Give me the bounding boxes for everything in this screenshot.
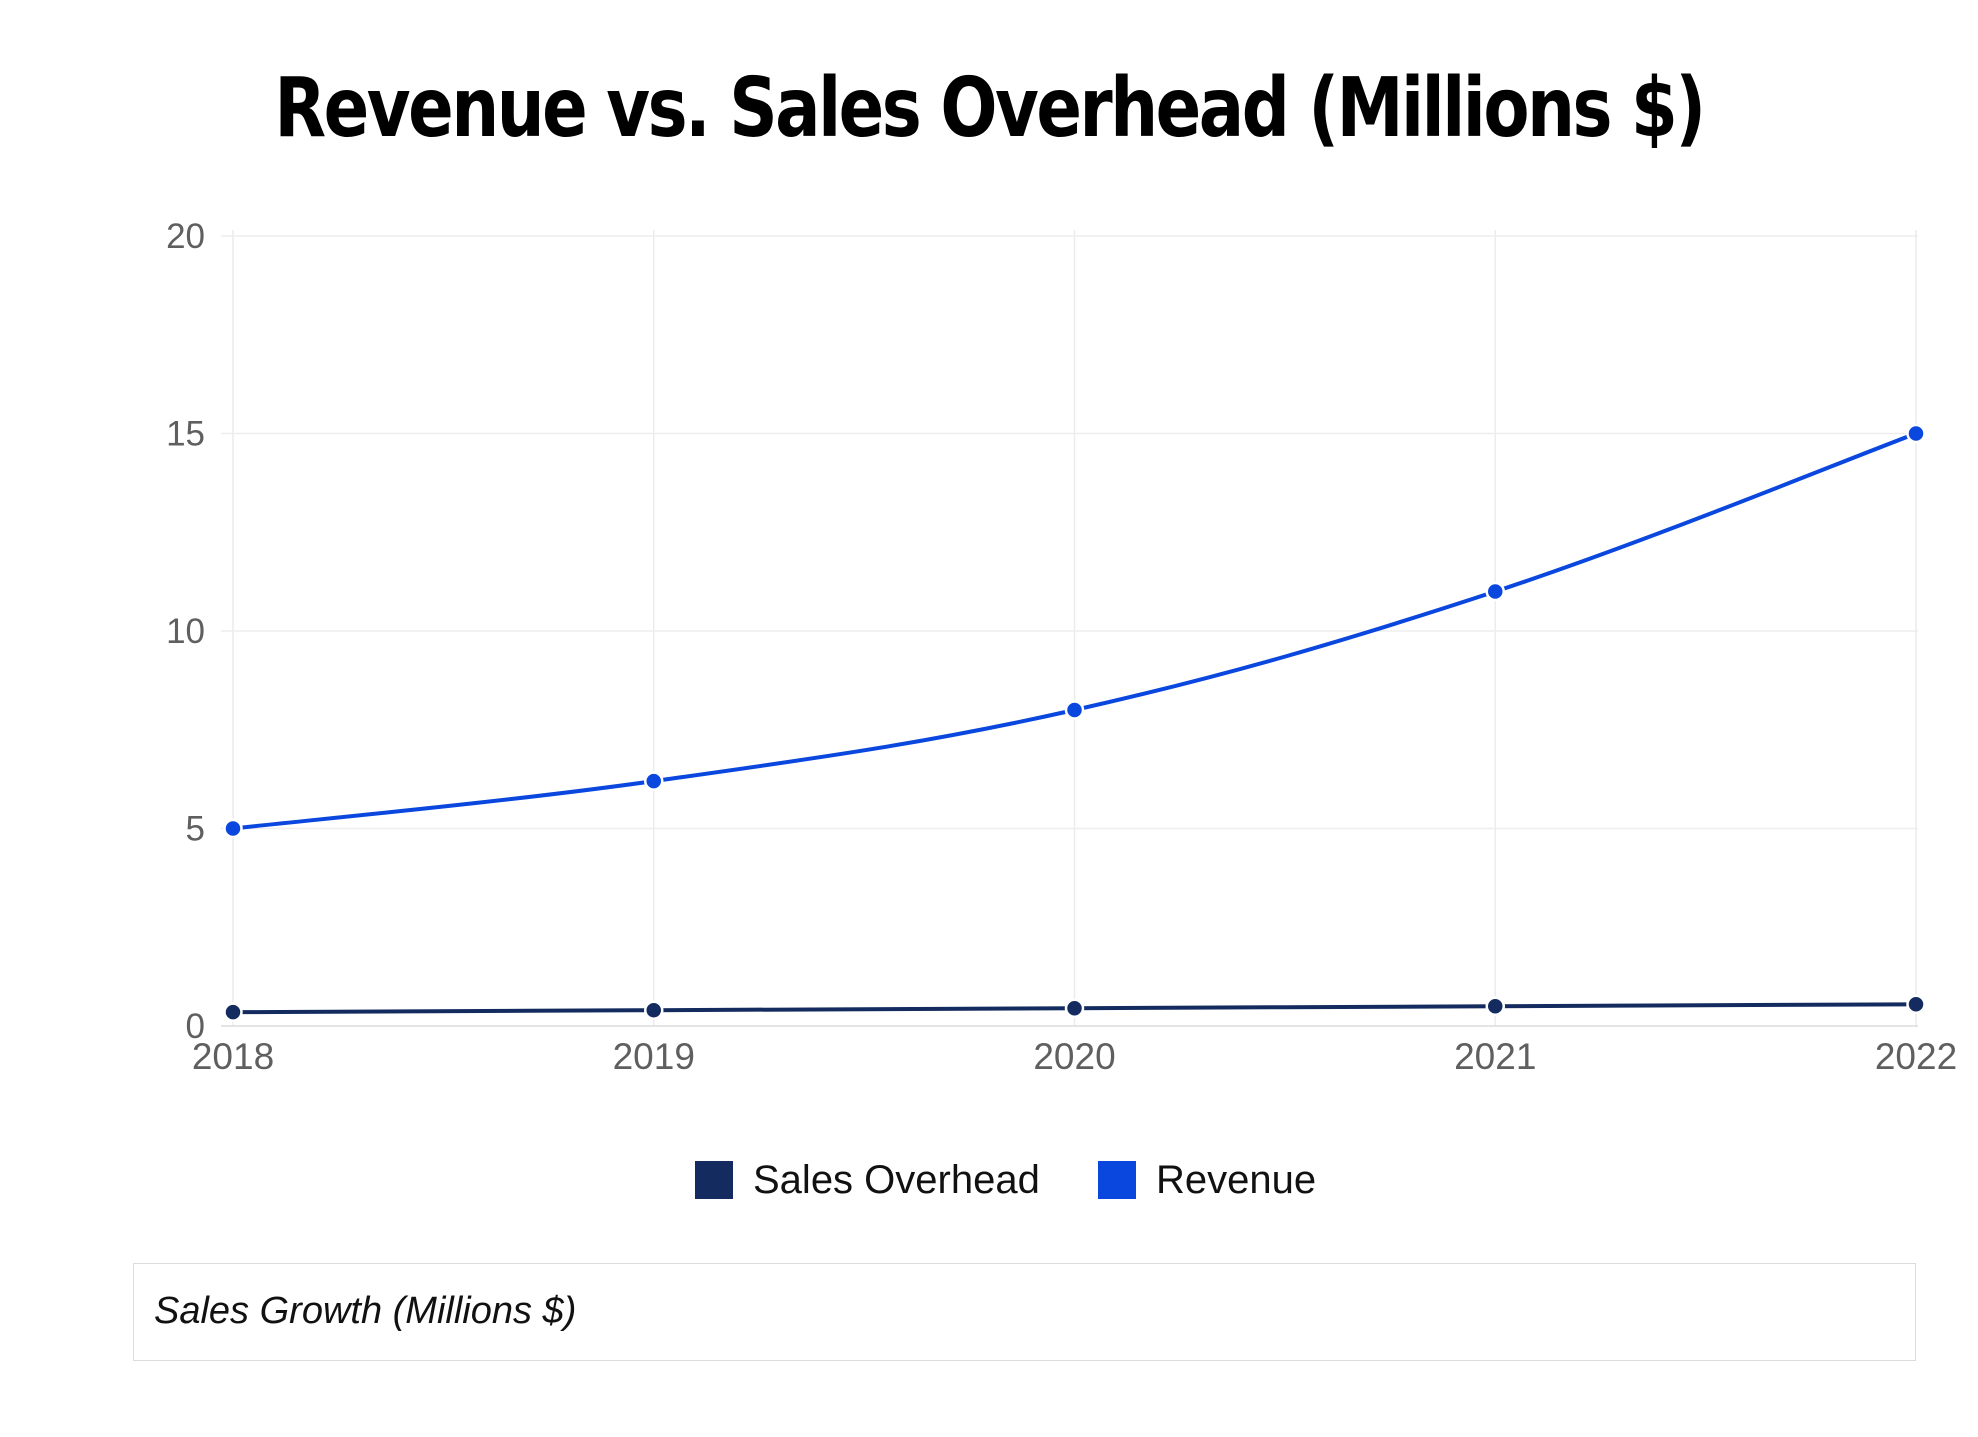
x-tick-label-2022: 2022: [1875, 1036, 1957, 1077]
data-point-revenue-2022: [1906, 423, 1926, 444]
grid-layer: [221, 230, 1918, 1027]
y-tick-label-15: 15: [166, 415, 205, 454]
y-tick-label-10: 10: [166, 612, 205, 651]
y-tick-label-20: 20: [166, 217, 205, 256]
chart-caption-box: Sales Growth (Millions $): [133, 1263, 1916, 1361]
x-tick-label-2021: 2021: [1454, 1036, 1536, 1077]
data-point-revenue-2019: [644, 771, 664, 791]
data-point-sales-overhead-2021: [1485, 996, 1505, 1016]
chart-legend[interactable]: Sales Overhead Revenue: [695, 1158, 1316, 1202]
legend-label-sales-overhead[interactable]: Sales Overhead: [753, 1158, 1040, 1202]
x-tick-label-2020: 2020: [1033, 1036, 1115, 1077]
data-point-revenue-2018: [223, 818, 243, 839]
x-tick-label-2018: 2018: [192, 1036, 274, 1077]
data-point-sales-overhead-2020: [1064, 998, 1085, 1018]
data-point-revenue-2021: [1485, 581, 1505, 602]
legend-label-revenue[interactable]: Revenue: [1156, 1158, 1316, 1202]
y-tick-label-0: 0: [186, 1007, 205, 1046]
legend-swatch-sales-overhead[interactable]: [695, 1161, 733, 1199]
data-point-sales-overhead-2018: [223, 1002, 243, 1022]
chart-caption: Sales Growth (Millions $): [154, 1290, 577, 1332]
data-point-sales-overhead-2019: [644, 1000, 664, 1020]
series-layer: [223, 423, 1926, 1022]
data-point-revenue-2020: [1064, 700, 1085, 720]
y-tick-label-5: 5: [186, 810, 205, 849]
x-tick-label-2019: 2019: [613, 1036, 695, 1077]
legend-swatch-revenue[interactable]: [1098, 1161, 1136, 1199]
chart-title: Revenue vs. Sales Overhead (Millions $): [274, 61, 1706, 156]
data-point-sales-overhead-2022: [1906, 994, 1926, 1015]
axis-layer: 0 5 10 15 20 2018 2019 2020 2021 2022: [166, 217, 1957, 1077]
